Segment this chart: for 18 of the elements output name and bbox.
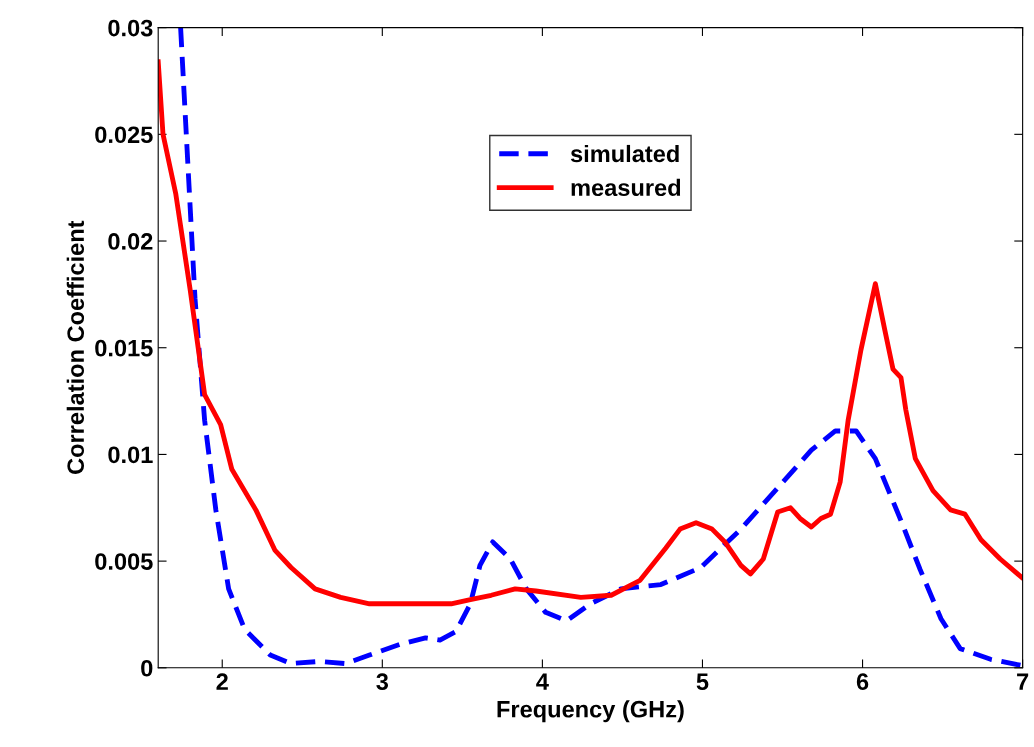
x-tick-label: 7 bbox=[1017, 673, 1029, 690]
x-tick-label: 2 bbox=[216, 673, 228, 690]
y-tick-label: 0.01 bbox=[108, 446, 153, 464]
y-tick-label: 0.03 bbox=[108, 19, 153, 37]
legend-label: measured bbox=[571, 178, 681, 197]
y-tick-label: 0.02 bbox=[108, 233, 153, 250]
y-tick-label: 0.025 bbox=[95, 126, 153, 144]
y-tick-label: 0.015 bbox=[95, 339, 153, 357]
x-axis-title: Frequency (GHz) bbox=[497, 700, 684, 723]
y-tick-label: 0.005 bbox=[95, 553, 153, 570]
x-tick-label: 5 bbox=[696, 673, 709, 691]
line-series bbox=[158, 59, 1023, 607]
x-tick-label: 4 bbox=[536, 673, 549, 690]
y-tick-label: 0 bbox=[141, 659, 153, 677]
x-tick-label: 3 bbox=[376, 673, 389, 691]
x-tick-label: 6 bbox=[856, 673, 869, 691]
y-axis-title: Correlation Coefficient bbox=[66, 220, 85, 474]
legend-label: simulated bbox=[570, 144, 679, 163]
